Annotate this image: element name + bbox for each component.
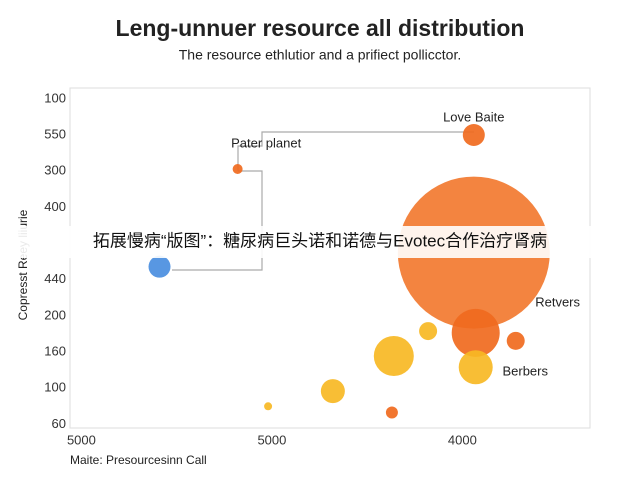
- annotation: Love Baite: [443, 109, 504, 124]
- x-tick-label: 5000: [67, 432, 96, 447]
- y-tick-label: 440: [44, 271, 66, 286]
- x-tick-label: 4000: [448, 432, 477, 447]
- annotation: Berbers: [502, 364, 548, 379]
- y-tick-label: 60: [52, 416, 66, 431]
- connector: [237, 131, 474, 171]
- y-tick-label: 200: [44, 307, 66, 322]
- y-tick-label: 550: [44, 126, 66, 141]
- bubble: [148, 255, 171, 278]
- y-tick-label: 400: [44, 199, 66, 214]
- bubble: [458, 350, 493, 385]
- bubble: [506, 331, 525, 350]
- annotation: Pater planet: [231, 136, 301, 151]
- chart-subtitle: The resource ethlutior and a prifiect po…: [179, 47, 461, 63]
- bubble: [419, 322, 438, 341]
- chart-title: Leng-unnuer resource all distribution: [116, 15, 525, 41]
- bubble: [373, 336, 414, 377]
- y-tick-label: 160: [44, 343, 66, 358]
- bubble: [385, 406, 398, 419]
- banner: 拓展慢病“版图”：糖尿病巨头诺和诺德与Evotec合作治疗肾病: [93, 230, 547, 250]
- x-tick-label: 5000: [257, 432, 286, 447]
- bubble: [264, 402, 273, 411]
- x-axis-label: Maite: Presourcesinn Call: [70, 453, 207, 467]
- bubble: [320, 379, 345, 404]
- y-tick-label: 100: [44, 380, 66, 395]
- y-tick-label: 100: [44, 90, 66, 105]
- bubble: [232, 164, 243, 175]
- connector: [172, 170, 263, 271]
- bubble: [462, 124, 485, 147]
- y-axis-label: Copresst Reey liiurie: [16, 209, 30, 320]
- y-tick-label: 300: [44, 163, 66, 178]
- annotation: Retvers: [535, 294, 580, 309]
- bubble: [451, 308, 500, 357]
- banner-bg: [0, 226, 640, 258]
